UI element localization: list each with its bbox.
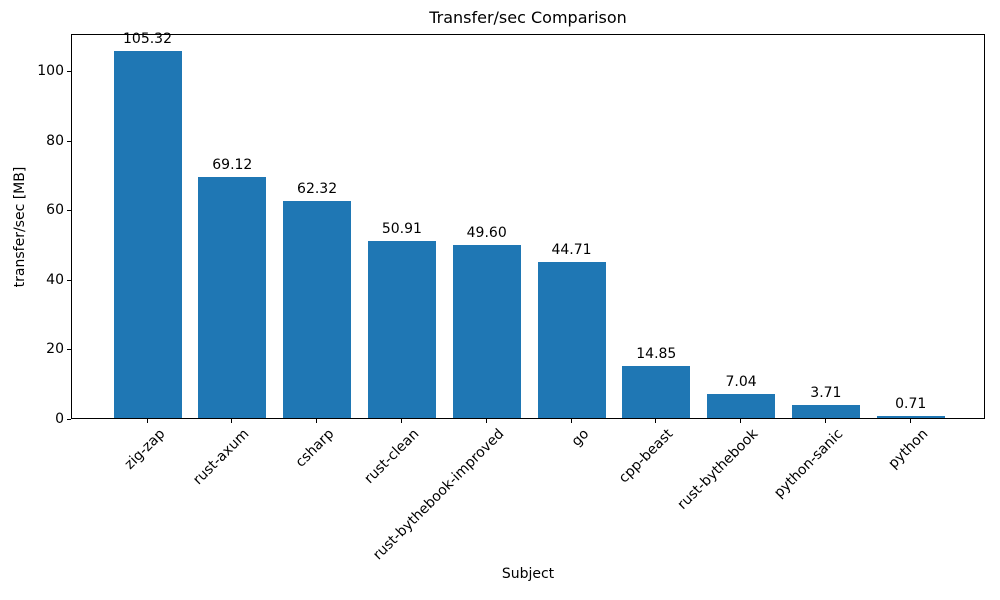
x-tick-label-cpp-beast: cpp-beast [616, 426, 677, 487]
bar-cpp-beast [622, 366, 691, 418]
bar-rust-clean [367, 240, 436, 418]
x-tick-label-rust-axum: rust-axum [190, 426, 253, 489]
x-tick-label-go: go [568, 426, 592, 450]
y-tick-label: 20 [46, 341, 64, 358]
bar-rust-axum [198, 177, 267, 418]
y-tick-mark [67, 279, 71, 281]
y-tick-mark [67, 140, 71, 142]
x-tick-label-python: python [885, 426, 932, 472]
bar-rust-bythebook-improved [452, 245, 521, 418]
bar-csharp [283, 201, 352, 418]
x-tick-mark [740, 419, 742, 423]
x-tick-mark [485, 419, 487, 423]
x-tick-mark [570, 419, 572, 423]
bar-value-label: 69.12 [212, 157, 253, 174]
bar-rust-bythebook [707, 393, 776, 418]
y-axis-label: transfer/sec [MB] [12, 166, 28, 288]
bar-value-label: 49.60 [466, 225, 507, 242]
x-tick-mark [316, 419, 318, 423]
x-tick-mark [231, 419, 233, 423]
x-axis-label: Subject [501, 566, 555, 582]
bar-value-label: 105.32 [123, 31, 172, 48]
bar-zig-zap [113, 51, 182, 418]
y-tick-label: 80 [46, 132, 64, 149]
bar-value-label: 3.71 [810, 385, 842, 402]
y-tick-label: 60 [46, 202, 64, 219]
y-tick-mark [67, 70, 71, 72]
bar-go [537, 262, 606, 418]
bar-python-sanic [791, 405, 860, 418]
bar-value-label: 50.91 [381, 220, 422, 237]
x-tick-label-python-sanic: python-sanic [770, 426, 847, 502]
y-tick-label: 100 [37, 62, 64, 79]
bar-value-label: 7.04 [725, 373, 757, 390]
chart-title: Transfer/sec Comparison [429, 8, 627, 27]
y-tick-mark [67, 349, 71, 351]
x-tick-label-rust-clean: rust-clean [361, 426, 423, 487]
bar-value-label: 62.32 [297, 181, 338, 198]
x-tick-label-zig-zap: zig-zap [121, 426, 168, 473]
bar-value-label: 14.85 [636, 346, 677, 363]
y-tick-label: 0 [55, 411, 64, 427]
y-tick-label: 40 [46, 271, 64, 288]
x-tick-label-csharp: csharp [292, 426, 338, 471]
y-tick-mark [67, 210, 71, 212]
y-tick-mark [67, 419, 71, 420]
bar-value-label: 44.71 [551, 242, 592, 259]
bar-python [876, 415, 945, 418]
x-tick-mark [146, 419, 148, 423]
plot-area: 105.32 69.12 62.32 50.91 49.60 44.71 14.85 7.04… [71, 31, 985, 419]
x-tick-label-rust-bythebook: rust-bythebook [674, 426, 762, 513]
bar-value-label: 0.71 [895, 395, 927, 412]
x-tick-mark [655, 419, 657, 423]
x-tick-mark [909, 419, 911, 423]
x-tick-mark [400, 419, 402, 423]
x-tick-mark [824, 419, 826, 423]
